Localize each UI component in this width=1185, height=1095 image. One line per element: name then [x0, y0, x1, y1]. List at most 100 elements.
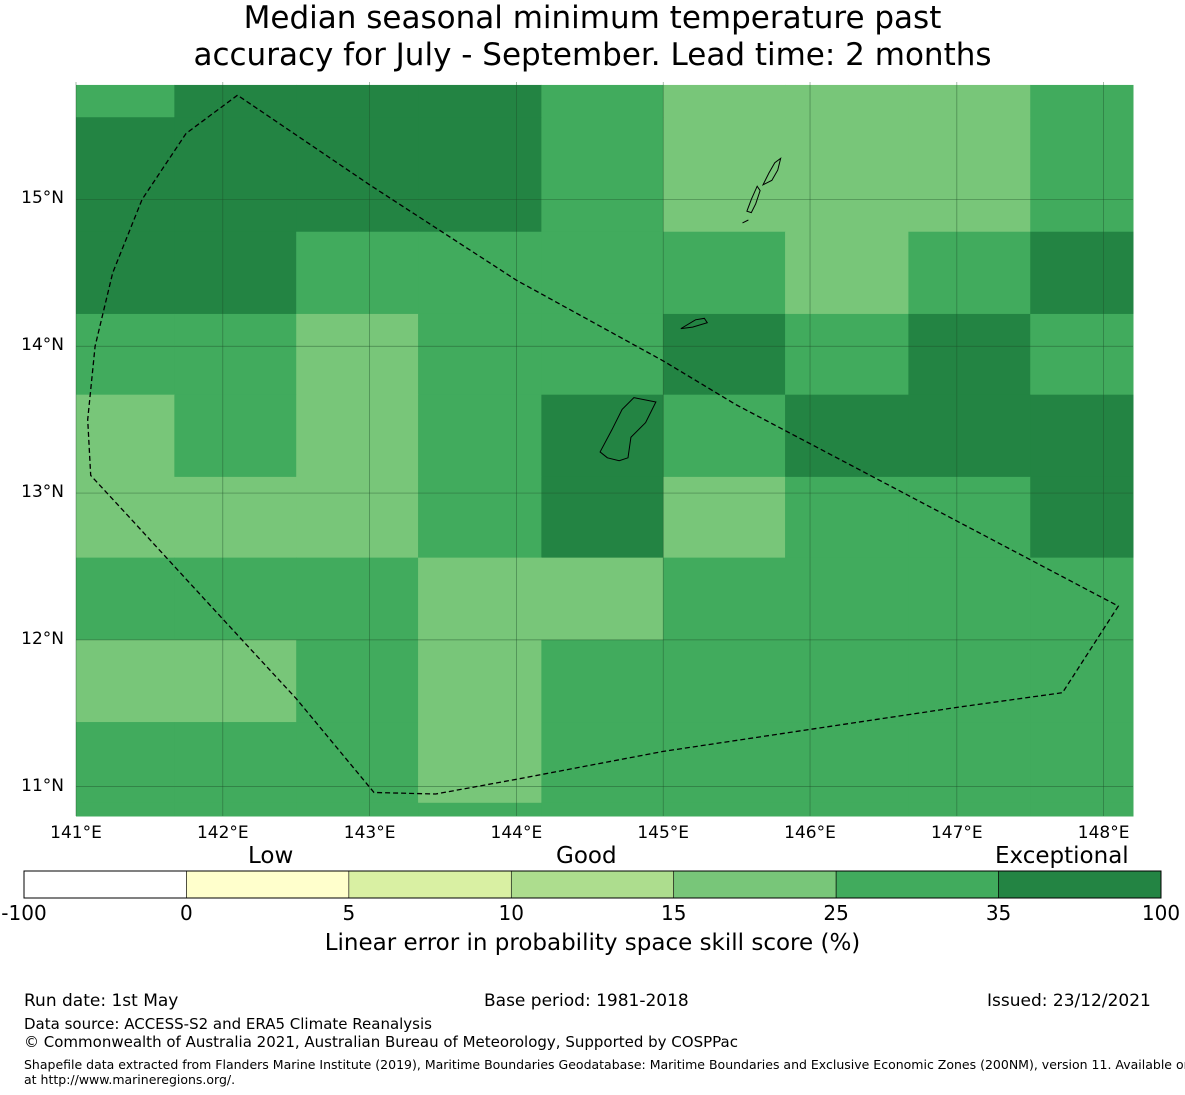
grid-cell [76, 231, 175, 315]
latitude-tick-label: 13°N [21, 482, 64, 503]
grid-cell [296, 394, 419, 478]
grid-cell [296, 84, 419, 118]
grid-cell [174, 117, 297, 233]
grid-cell [785, 639, 909, 723]
grid-cell [418, 557, 542, 641]
colorbar-tick-label: 5 [342, 901, 356, 925]
grid-cell [663, 722, 786, 804]
shapefile-credit-line2: at http://www.marineregions.org/. [24, 1072, 236, 1087]
grid-cell [76, 476, 175, 559]
grid-cell [785, 557, 909, 641]
colorbar-segment [998, 870, 1162, 899]
island-guam [599, 397, 657, 462]
colorbar-segment [835, 870, 999, 899]
colorbar-frame [23, 870, 1162, 899]
grid-cell [174, 84, 297, 118]
grid-cell [908, 476, 1031, 559]
grid-cell [663, 313, 786, 396]
grid-cell [76, 313, 175, 396]
colorbar-tick-label: 35 [985, 901, 1012, 925]
grid-cell [1030, 394, 1134, 478]
grid-cell [1030, 802, 1134, 817]
grid-cell [663, 394, 786, 478]
run-date: Run date: 1st May [24, 991, 179, 1011]
eez-boundary [87, 94, 1120, 795]
map-title-line1: Median seasonal minimum temperature past [243, 0, 942, 36]
grid-cell [418, 84, 542, 118]
colorbar-segment [673, 870, 837, 899]
grid-cell [785, 117, 909, 233]
grid-cell [541, 557, 664, 641]
grid-cell [418, 117, 542, 233]
grid-cell [418, 394, 542, 478]
island-rota [680, 317, 709, 330]
grid-cell [541, 117, 664, 233]
copyright: © Commonwealth of Australia 2021, Austra… [24, 1033, 738, 1051]
grid-cell [541, 476, 664, 559]
category-exceptional: Exceptional [995, 843, 1129, 869]
grid-cell [418, 722, 542, 804]
grid-cell [418, 476, 542, 559]
latitude-tick-label: 14°N [21, 335, 64, 356]
grid-cell [785, 84, 909, 118]
base-period: Base period: 1981-2018 [484, 991, 689, 1011]
grid-cell [174, 639, 297, 723]
grid-cell [418, 802, 542, 817]
longitude-tick-label: 141°E [50, 823, 102, 843]
grid-cell [1030, 313, 1134, 396]
grid-cell [296, 313, 419, 396]
latitude-tick-label: 11°N [21, 775, 64, 796]
grid-cell [174, 476, 297, 559]
colorbar-tick-label: 10 [498, 901, 524, 925]
latitude-tick-label: 12°N [21, 628, 64, 649]
grid-cell [296, 231, 419, 315]
grid-cell [296, 117, 419, 233]
grid-cell [1030, 231, 1134, 315]
grid-cell [785, 722, 909, 804]
grid-cell [908, 117, 1031, 233]
grid-cell [541, 639, 664, 723]
issued-date: Issued: 23/12/2021 [987, 991, 1151, 1011]
grid-cell [908, 313, 1031, 396]
graticule [75, 82, 1133, 816]
grid-cell [174, 394, 297, 478]
grid-cell [296, 476, 419, 559]
grid-cell [1030, 639, 1134, 723]
shapefile-credit-line1: Shapefile data extracted from Flanders M… [24, 1057, 1185, 1072]
grid-cell [1030, 722, 1134, 804]
grid-cell [908, 557, 1031, 641]
grid-cell [418, 639, 542, 723]
colorbar-segment [23, 870, 187, 899]
grid-cell [1030, 117, 1134, 233]
grid-cell [76, 802, 175, 817]
grid-cell [908, 802, 1031, 817]
grid-cell [174, 313, 297, 396]
colorbar-tick-label: 100 [1141, 901, 1181, 925]
grid-cell [418, 231, 542, 315]
colorbar-tick-label: 25 [823, 901, 849, 925]
grid-cell [541, 313, 664, 396]
grid-cell [174, 722, 297, 804]
longitude-tick-label: 142°E [196, 823, 249, 843]
grid-cell [296, 802, 419, 817]
island-tinian [746, 185, 761, 214]
grid-cell [785, 802, 909, 817]
colorbar-segment [510, 870, 675, 899]
colorbar-tick-label: 15 [660, 901, 687, 925]
grid-cell [663, 84, 786, 118]
islands [599, 157, 782, 462]
grid-cell [76, 117, 175, 233]
longitude-tick-label: 144°E [490, 823, 543, 843]
longitude-tick-label: 145°E [637, 823, 690, 843]
skill-grid [76, 84, 1134, 817]
grid-cell [1030, 84, 1134, 118]
grid-cell [785, 476, 909, 559]
grid-cell [663, 557, 786, 641]
category-good: Good [556, 843, 617, 869]
colorbar [23, 870, 1162, 899]
grid-cell [908, 231, 1031, 315]
grid-cell [418, 313, 542, 396]
grid-cell [296, 639, 419, 723]
grid-cell [785, 394, 909, 478]
